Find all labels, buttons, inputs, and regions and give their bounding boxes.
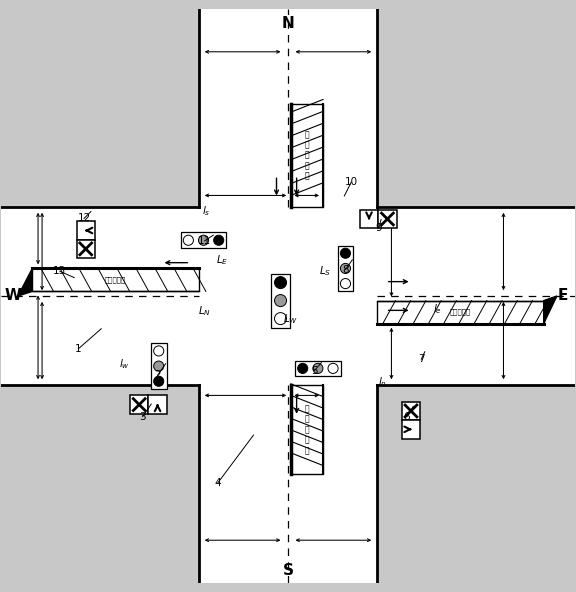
Text: $l_e$: $l_e$: [433, 302, 442, 316]
Text: 8: 8: [342, 265, 349, 275]
Bar: [377, 301, 544, 324]
Bar: [151, 343, 166, 389]
Text: 可
逆
短
车
道: 可 逆 短 车 道: [305, 130, 309, 181]
Bar: [199, 385, 377, 583]
Circle shape: [154, 346, 164, 356]
Circle shape: [340, 248, 351, 258]
Bar: [32, 268, 199, 291]
Text: E: E: [558, 288, 568, 304]
Text: 13: 13: [53, 266, 66, 276]
Text: 可
逆
短
车
道: 可 逆 短 车 道: [305, 404, 309, 455]
Bar: [199, 207, 377, 385]
Bar: [291, 104, 323, 207]
Bar: [291, 385, 323, 474]
Text: $L_N$: $L_N$: [198, 304, 211, 318]
Bar: [199, 9, 377, 207]
Text: S: S: [282, 563, 294, 578]
Text: $l_s$: $l_s$: [202, 204, 211, 218]
Circle shape: [313, 363, 323, 374]
Text: 2: 2: [154, 371, 161, 380]
Text: $L_E$: $L_E$: [216, 253, 228, 267]
Text: 可逆短车道: 可逆短车道: [450, 309, 471, 316]
Bar: [378, 210, 397, 228]
Circle shape: [328, 363, 338, 374]
Text: W: W: [5, 288, 22, 304]
Text: 可逆短车道: 可逆短车道: [105, 276, 126, 283]
Bar: [77, 221, 95, 240]
Circle shape: [199, 235, 209, 245]
Circle shape: [340, 278, 351, 289]
Text: 6: 6: [404, 411, 410, 422]
Circle shape: [298, 363, 308, 374]
Polygon shape: [544, 296, 557, 324]
Text: $l_n$: $l_n$: [378, 375, 387, 389]
Bar: [402, 420, 420, 439]
Circle shape: [340, 263, 351, 274]
Text: $L_S$: $L_S$: [319, 265, 331, 278]
Bar: [149, 395, 167, 414]
Bar: [77, 240, 95, 258]
Circle shape: [214, 235, 223, 245]
Text: $l_w$: $l_w$: [119, 357, 130, 371]
Bar: [338, 246, 353, 291]
Circle shape: [154, 376, 164, 387]
Text: 12: 12: [77, 214, 90, 223]
Bar: [377, 207, 575, 385]
Bar: [1, 207, 199, 385]
Text: 11: 11: [198, 236, 211, 246]
Text: 5: 5: [311, 366, 318, 376]
Bar: [130, 395, 149, 414]
Text: 1: 1: [75, 344, 82, 354]
Circle shape: [275, 313, 286, 324]
Circle shape: [275, 276, 286, 288]
Text: 9: 9: [376, 223, 382, 233]
Text: 7: 7: [418, 354, 425, 364]
Circle shape: [154, 361, 164, 371]
Text: 3: 3: [139, 411, 146, 422]
Bar: [181, 233, 226, 248]
Text: $L_W$: $L_W$: [283, 312, 298, 326]
Text: 10: 10: [344, 177, 358, 187]
Polygon shape: [18, 268, 32, 296]
Bar: [360, 210, 378, 228]
Bar: [271, 274, 290, 327]
Text: N: N: [282, 15, 294, 31]
Circle shape: [183, 235, 194, 245]
Bar: [295, 361, 340, 376]
Circle shape: [275, 295, 286, 307]
Bar: [402, 402, 420, 420]
Text: 4: 4: [215, 478, 221, 488]
